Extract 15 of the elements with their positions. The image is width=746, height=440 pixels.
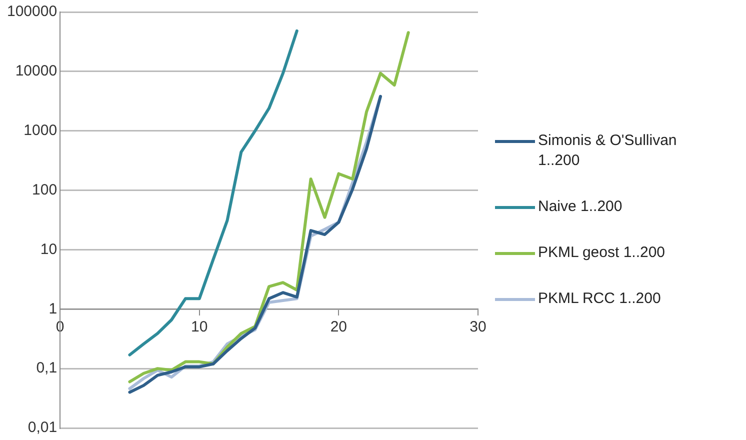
y-tick-label: 1 [48, 300, 58, 318]
y-tick-label: 0,01 [28, 419, 58, 436]
legend-label: Simonis & O'Sullivan 1..200 [538, 131, 678, 171]
legend-label: PKML geost 1..200 [538, 243, 666, 263]
legend-label: Naive 1..200 [538, 197, 624, 217]
x-tick-label: 20 [330, 318, 348, 336]
y-tick-label: 0,1 [36, 360, 58, 377]
y-tick-label: 10000 [15, 62, 58, 80]
y-tick-label: 10 [40, 240, 58, 258]
x-tick-label: 10 [191, 318, 208, 336]
y-tick-label: 1000 [24, 122, 58, 139]
legend-label: PKML RCC 1..200 [538, 289, 662, 309]
y-tick-label: 100 [32, 181, 58, 198]
y-tick-label: 100000 [6, 3, 58, 20]
x-tick-label: 30 [470, 318, 486, 336]
